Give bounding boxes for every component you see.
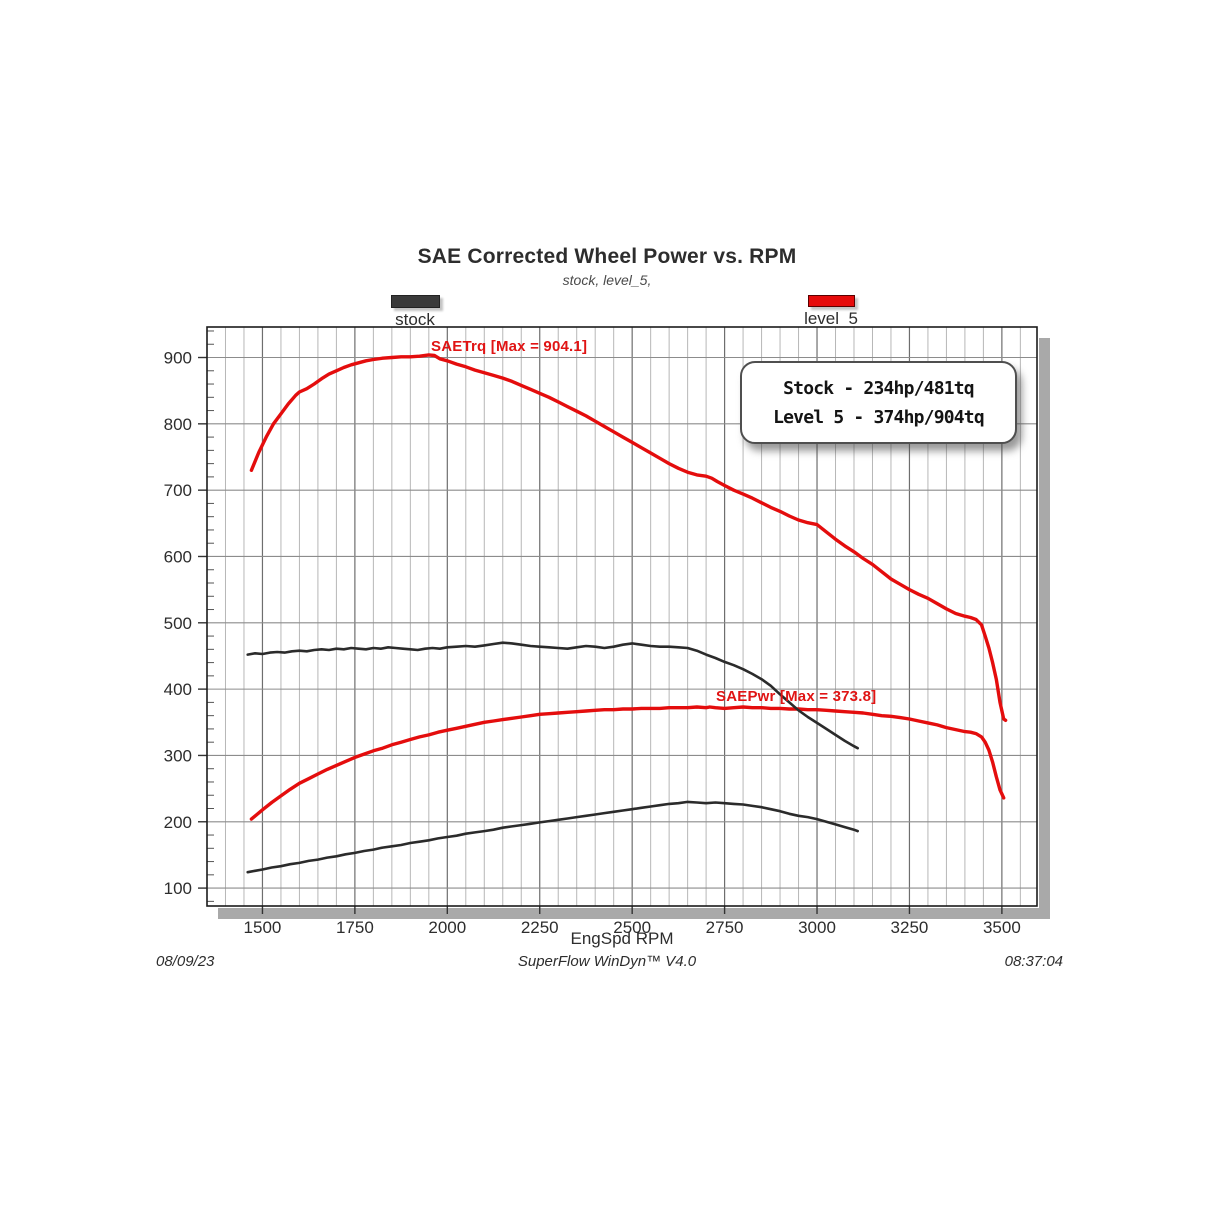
y-tick-label: 800 <box>164 415 192 434</box>
series-level-5-saepwr-hp- <box>249 705 1006 821</box>
x-tick-label: 3000 <box>798 918 836 937</box>
x-axis-label: EngSpd RPM <box>570 929 674 948</box>
chart-canvas: 100 200 300 400 500 600 700 800 900 1500 1750 2000 2… <box>164 326 1050 937</box>
x-tick-label: 2750 <box>706 918 744 937</box>
y-tick-label: 900 <box>164 349 192 368</box>
legend-swatch-stock <box>390 295 440 308</box>
info-box-stock-line: Stock - 234hp/481tq <box>783 377 975 399</box>
y-tick-label: 600 <box>164 547 192 566</box>
y-tick-label: 200 <box>164 813 192 832</box>
y-tick-label: 500 <box>164 614 192 633</box>
x-tick-label: 3500 <box>983 918 1021 937</box>
torque-max-annotation: SAETrq [Max = 904.1] <box>431 338 588 355</box>
footer-time: 08:37:04 <box>1004 953 1063 970</box>
y-tick-label: 300 <box>164 746 192 765</box>
legend-item-stock: stock <box>370 295 460 330</box>
x-tick-label: 2000 <box>428 918 466 937</box>
series-level-5-saetrq-lb-ft- <box>249 353 1008 722</box>
series-stock-saetrq-lb-ft- <box>246 641 860 750</box>
y-tick-label: 400 <box>164 680 192 699</box>
y-tick-label: 100 <box>164 879 192 898</box>
x-tick-label: 3250 <box>891 918 929 937</box>
results-info-box: Stock - 234hp/481tq Level 5 - 374hp/904t… <box>740 361 1017 444</box>
x-tick-label: 2500 <box>613 918 651 937</box>
legend-label-level5: level_5 <box>804 309 858 328</box>
chart-subtitle: stock, level_5, <box>562 272 652 288</box>
footer-date: 08/09/23 <box>156 953 215 970</box>
x-tick-label: 1500 <box>244 918 282 937</box>
series-stock-saepwr-hp- <box>246 800 860 874</box>
y-tick-label: 700 <box>164 481 192 500</box>
legend-label-stock: stock <box>395 310 435 329</box>
chart-title: SAE Corrected Wheel Power vs. RPM <box>417 245 797 268</box>
legend-item-level5: level_5 <box>786 295 876 329</box>
legend-swatch-level5 <box>807 295 855 307</box>
power-max-annotation: SAEPwr [Max = 373.8] <box>716 688 877 705</box>
x-tick-label: 1750 <box>336 918 374 937</box>
info-box-level5-line: Level 5 - 374hp/904tq <box>773 406 985 428</box>
footer-software-name: SuperFlow WinDyn™ V4.0 <box>517 953 697 970</box>
x-tick-label: 2250 <box>521 918 559 937</box>
